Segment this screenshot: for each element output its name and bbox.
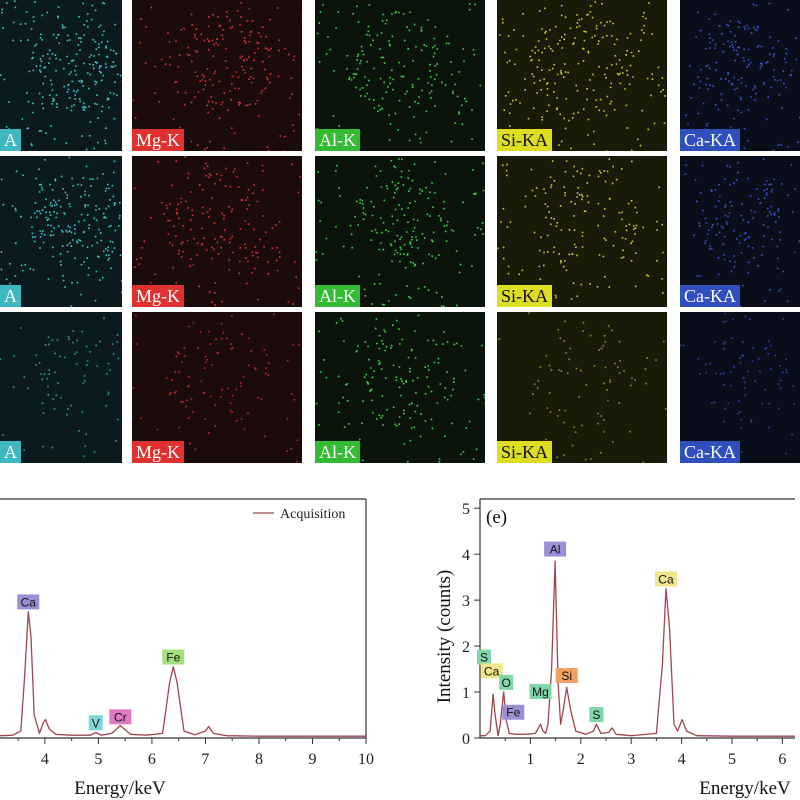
peak-label: O xyxy=(502,676,511,690)
x-tick-label: 7 xyxy=(201,751,209,768)
peak-label: Si xyxy=(561,669,572,683)
peak-label: S xyxy=(480,651,488,665)
element-map: Ca-KA xyxy=(680,312,800,463)
map-texture xyxy=(132,2,302,151)
y-axis-title: Intensity (counts) xyxy=(434,570,455,704)
peak-label-box xyxy=(88,715,103,731)
peak-label: Mg xyxy=(532,685,549,699)
map-label: A xyxy=(0,441,21,463)
x-axis-title: Energy/keV xyxy=(699,778,791,799)
spectra-svg: 345678910Energy/keVAcquisitionCaVCrFe123… xyxy=(0,498,795,799)
x-tick-label: 1 xyxy=(526,751,534,768)
y-tick-label: 2 xyxy=(462,639,470,656)
x-tick-label: 9 xyxy=(308,751,316,768)
peak-label-box xyxy=(109,709,132,725)
peak-label: Al xyxy=(550,543,561,557)
eds-spectra: 345678910Energy/keVAcquisitionCaVCrFe123… xyxy=(0,463,800,800)
map-label: Al-K xyxy=(315,285,360,307)
element-map: A xyxy=(0,312,122,463)
x-tick-label: 4 xyxy=(41,751,49,768)
element-map: Al-K xyxy=(315,0,485,151)
peak-label-box xyxy=(555,667,578,683)
peak-label: Ca xyxy=(21,595,37,609)
peak-label: Fe xyxy=(506,706,520,720)
y-tick-label: 0 xyxy=(462,731,470,748)
peak-label: Fe xyxy=(166,651,180,665)
y-tick-label: 5 xyxy=(462,501,470,518)
peak-label: V xyxy=(92,716,100,730)
map-label: Al-K xyxy=(315,129,360,151)
y-tick-label: 3 xyxy=(462,593,470,610)
map-label: Si-KA xyxy=(497,285,553,307)
map-label: Ca-KA xyxy=(680,441,740,463)
element-map: Mg-K xyxy=(132,312,302,463)
element-map: Si-KA xyxy=(497,312,667,463)
map-label: Si-KA xyxy=(497,441,553,463)
element-map: Ca-KA xyxy=(680,0,800,151)
peak-label-box xyxy=(544,541,567,557)
x-tick-label: 5 xyxy=(728,751,736,768)
peak-label-box xyxy=(502,704,525,720)
map-texture xyxy=(315,314,485,463)
x-tick-label: 3 xyxy=(627,751,635,768)
map-signal-dots xyxy=(0,156,122,307)
element-map: A xyxy=(0,156,122,307)
map-label: Mg-K xyxy=(132,129,184,151)
x-tick-label: 2 xyxy=(577,751,585,768)
peak-label-box xyxy=(589,707,604,723)
map-signal-dots xyxy=(680,312,795,459)
peak-label-box xyxy=(17,594,40,610)
peak-label-box xyxy=(477,649,492,665)
y-tick-label: 4 xyxy=(462,547,470,564)
x-tick-label: 4 xyxy=(678,751,686,768)
map-signal-dots xyxy=(316,3,482,149)
x-tick-label: 6 xyxy=(148,751,156,768)
map-signal-dots xyxy=(315,314,485,463)
map-label: A xyxy=(0,285,21,307)
peak-label-box xyxy=(480,663,503,679)
y-tick-label: 1 xyxy=(462,685,470,702)
spectrum-line xyxy=(0,610,366,737)
element-map: A xyxy=(0,0,122,151)
peak-label-box xyxy=(499,674,514,690)
peak-label: Ca xyxy=(484,664,500,678)
map-label: Ca-KA xyxy=(680,129,740,151)
map-signal-dots xyxy=(132,2,302,151)
element-map: Mg-K xyxy=(132,0,302,151)
x-tick-label: 5 xyxy=(94,751,102,768)
peak-label: Cr xyxy=(114,710,127,724)
x-tick-label: 6 xyxy=(778,751,786,768)
peak-label: Ca xyxy=(658,572,674,586)
peak-label-box xyxy=(162,649,185,665)
map-label: Ca-KA xyxy=(680,285,740,307)
map-signal-dots xyxy=(0,0,122,151)
spectrum-line xyxy=(480,560,795,737)
element-map: Al-K xyxy=(315,156,485,307)
map-label: A xyxy=(0,129,21,151)
legend-label: Acquisition xyxy=(280,507,345,522)
element-map: Si-KA xyxy=(497,0,667,151)
peak-label-box xyxy=(654,571,677,587)
peak-label: S xyxy=(592,708,600,722)
map-label: Mg-K xyxy=(132,441,184,463)
element-map: Mg-K xyxy=(132,156,302,307)
element-map: Si-KA xyxy=(497,156,667,307)
x-tick-label: 8 xyxy=(255,751,263,768)
panel-label: (e) xyxy=(486,507,507,528)
map-texture xyxy=(0,156,122,307)
map-label: Si-KA xyxy=(497,129,553,151)
elemental-map-grid: A Mg-K Al-K Si-KA Ca-KA A Mg-K Al-K Si-KA Ca-KA A M… xyxy=(0,0,800,463)
peak-label-box xyxy=(529,684,552,700)
x-tick-label: 10 xyxy=(358,751,374,768)
element-map: Al-K xyxy=(315,312,485,463)
element-map: Ca-KA xyxy=(680,156,800,307)
x-axis-title: Energy/keV xyxy=(74,778,166,799)
map-label: Al-K xyxy=(315,441,360,463)
map-label: Mg-K xyxy=(132,285,184,307)
